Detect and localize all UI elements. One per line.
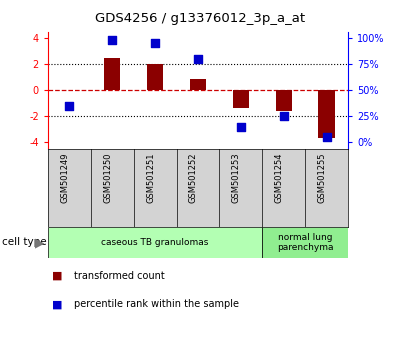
Text: cell type: cell type: [2, 238, 47, 247]
Point: [109, 38, 116, 43]
Text: ■: ■: [52, 271, 62, 281]
Text: transformed count: transformed count: [74, 271, 165, 281]
Point: [66, 103, 73, 109]
Bar: [147, 64, 163, 90]
Text: percentile rank within the sample: percentile rank within the sample: [74, 299, 239, 309]
Bar: [262, 227, 348, 258]
Point: [195, 56, 201, 62]
Bar: [233, 90, 249, 108]
Point: [323, 134, 330, 140]
Bar: [104, 58, 120, 90]
Text: GSM501255: GSM501255: [318, 153, 326, 203]
Text: GSM501253: GSM501253: [232, 153, 241, 203]
Text: normal lung
parenchyma: normal lung parenchyma: [277, 233, 333, 252]
Text: caseous TB granulomas: caseous TB granulomas: [102, 238, 209, 247]
Text: GSM501254: GSM501254: [275, 153, 284, 203]
Text: GSM501249: GSM501249: [60, 153, 70, 203]
Point: [152, 40, 158, 45]
Text: ■: ■: [52, 299, 62, 309]
Text: GSM501252: GSM501252: [189, 153, 198, 203]
Text: GDS4256 / g13376012_3p_a_at: GDS4256 / g13376012_3p_a_at: [95, 12, 305, 25]
Bar: [276, 90, 292, 111]
Text: GSM501251: GSM501251: [146, 153, 155, 203]
Text: GSM501250: GSM501250: [103, 153, 112, 203]
Point: [280, 113, 287, 119]
Text: ▶: ▶: [35, 236, 45, 249]
Bar: [318, 90, 335, 138]
Bar: [190, 79, 206, 90]
Point: [238, 124, 244, 130]
Bar: [48, 227, 262, 258]
